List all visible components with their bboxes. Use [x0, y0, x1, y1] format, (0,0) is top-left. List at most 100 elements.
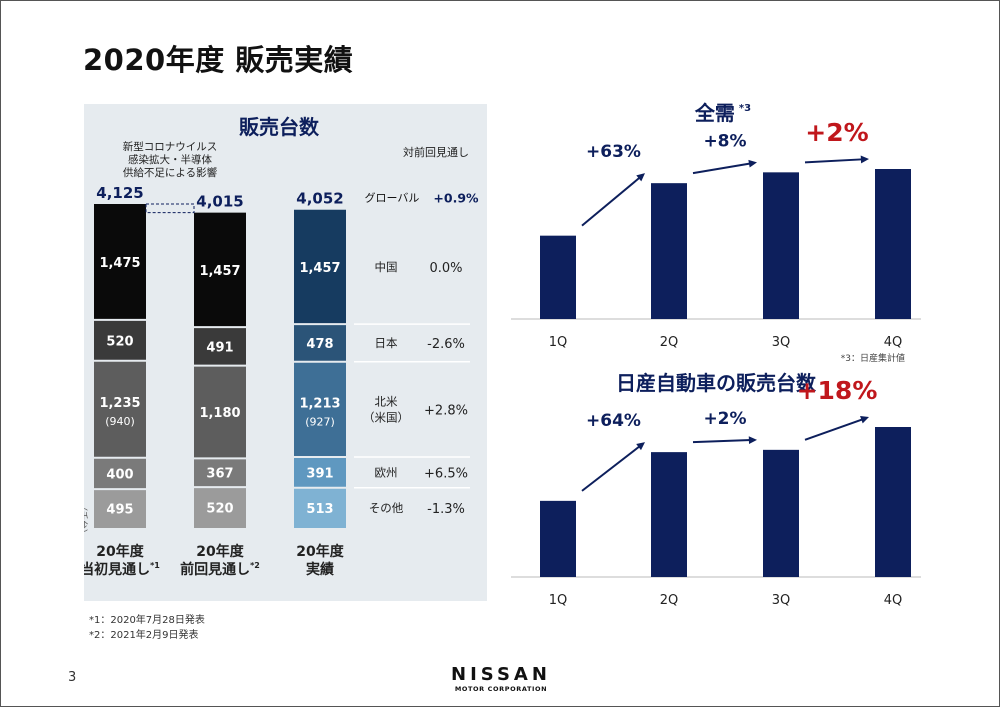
footnote-2: *2：2021年2月9日発表	[89, 630, 199, 641]
segment-value-label: 520	[206, 502, 233, 517]
region-label: 北米	[375, 394, 398, 408]
quarter-label: 2Q	[660, 335, 679, 350]
bar-segment	[294, 487, 346, 528]
segment-value-label: 478	[306, 337, 333, 352]
category-label: 20年度実績	[296, 543, 344, 578]
nissan-logo: NISSAN MOTOR CORPORATION	[441, 664, 561, 693]
quarter-label: 3Q	[772, 593, 791, 608]
quarter-chart-title: 全需 *3	[694, 101, 751, 125]
bar-segment	[194, 365, 246, 459]
segment-value-label: 491	[206, 340, 233, 355]
region-label: 中国	[375, 260, 398, 274]
page-number: 3	[68, 670, 77, 685]
segment-value-label: 513	[306, 502, 333, 517]
bar-total-label: 4,015	[196, 193, 243, 211]
region-label-global: グローバル	[365, 191, 420, 205]
segment-value-label: 520	[106, 334, 133, 349]
segment-value-label: 1,457	[299, 261, 340, 276]
comparison-header: 対前回見通し	[403, 145, 469, 159]
impact-note-line: 供給不足による影響	[123, 166, 218, 179]
sales-chart-title: 販売台数	[239, 115, 320, 139]
growth-arrow	[581, 173, 645, 227]
bar-segment	[94, 319, 146, 361]
bar-segment	[294, 456, 346, 488]
growth-label: +18%	[797, 376, 878, 405]
region-change: -2.6%	[427, 337, 465, 352]
region-change: +6.5%	[424, 466, 468, 481]
quarter-bar	[651, 183, 687, 319]
region-label: その他	[369, 501, 404, 515]
bar-segment	[294, 324, 346, 362]
logo-subtitle: MOTOR CORPORATION	[454, 685, 548, 693]
growth-arrow	[692, 436, 757, 445]
impact-box	[145, 203, 195, 214]
impact-note-line: 感染拡大・半導体	[128, 153, 212, 166]
bar-segment	[194, 212, 246, 328]
segment-value-label: 400	[106, 467, 133, 482]
growth-label: +2%	[703, 409, 746, 429]
quarter-label: 1Q	[549, 593, 568, 608]
nissan-sales-chart: 日産自動車の販売台数 1Q 2Q 3Q 4Q +64% +2% +18%	[511, 371, 921, 608]
segment-value-label: 1,457	[199, 264, 240, 279]
bar-total-label: 4,052	[296, 190, 343, 208]
quarter-label: 2Q	[660, 593, 679, 608]
quarter-label: 4Q	[884, 335, 903, 350]
segment-sub-label: (927)	[305, 415, 335, 428]
quarter-label: 3Q	[772, 335, 791, 350]
segment-value-label: 495	[106, 503, 133, 518]
quarter-label: 4Q	[884, 593, 903, 608]
category-label: 20年度当初見通し*1	[84, 543, 160, 578]
sales-panel-background	[84, 104, 487, 601]
growth-arrow	[804, 416, 869, 441]
bar-segment	[94, 204, 146, 320]
region-change: +2.8%	[424, 403, 468, 418]
quarter-bar	[540, 235, 576, 319]
category-label: 20年度前回見通し*2	[180, 543, 260, 578]
bar-segment	[294, 361, 346, 457]
segment-value-label: 1,180	[199, 406, 240, 421]
quarter-chart-title: 日産自動車の販売台数	[616, 371, 817, 395]
quarter-bar	[875, 427, 911, 577]
growth-label: +8%	[703, 131, 746, 151]
segment-value-label: 1,475	[99, 256, 140, 271]
region-label: （米国）	[363, 410, 409, 424]
growth-arrow	[692, 159, 757, 175]
segment-value-label: 367	[206, 467, 233, 482]
bar-segment	[294, 209, 346, 325]
segment-value-label: 1,213	[299, 396, 340, 411]
chart-note: *3：日産集計値	[841, 352, 905, 364]
region-label: 欧州	[375, 465, 398, 479]
bar-segment	[194, 487, 246, 528]
growth-arrow	[804, 155, 869, 164]
region-change: 0.0%	[429, 261, 462, 276]
bar-segment	[194, 327, 246, 366]
growth-label: +2%	[805, 118, 868, 147]
page-title: 2020年度 販売実績	[83, 43, 354, 77]
segment-value-label: 391	[306, 466, 333, 481]
total-demand-chart: 全需 *3 1Q 2Q 3Q 4Q +63% +8% +2% *3：日産集計値	[511, 101, 921, 364]
region-change: -1.3%	[427, 502, 465, 517]
logo-wordmark: NISSAN	[451, 664, 551, 685]
segment-value-label: 1,235	[99, 396, 140, 411]
growth-arrow	[581, 442, 645, 492]
region-label: 日本	[375, 336, 398, 350]
bar-segment	[194, 458, 246, 488]
quarter-bar	[875, 169, 911, 319]
segment-sub-label: (940)	[105, 415, 135, 428]
footnote-1: *1：2020年7月28日発表	[89, 615, 205, 626]
quarter-bar	[651, 452, 687, 577]
quarter-bar	[763, 172, 799, 319]
growth-label: +64%	[586, 411, 641, 431]
y-axis-unit: （千台）	[84, 502, 89, 538]
bar-segment	[94, 360, 146, 458]
bar-segment	[94, 457, 146, 490]
bar-total-label: 4,125	[96, 184, 143, 202]
quarter-label: 1Q	[549, 335, 568, 350]
bar-segment	[94, 489, 146, 528]
quarter-bar	[763, 449, 799, 577]
quarter-bar	[540, 500, 576, 577]
change-global: +0.9%	[433, 191, 479, 206]
impact-note-line: 新型コロナウイルス	[123, 140, 218, 153]
